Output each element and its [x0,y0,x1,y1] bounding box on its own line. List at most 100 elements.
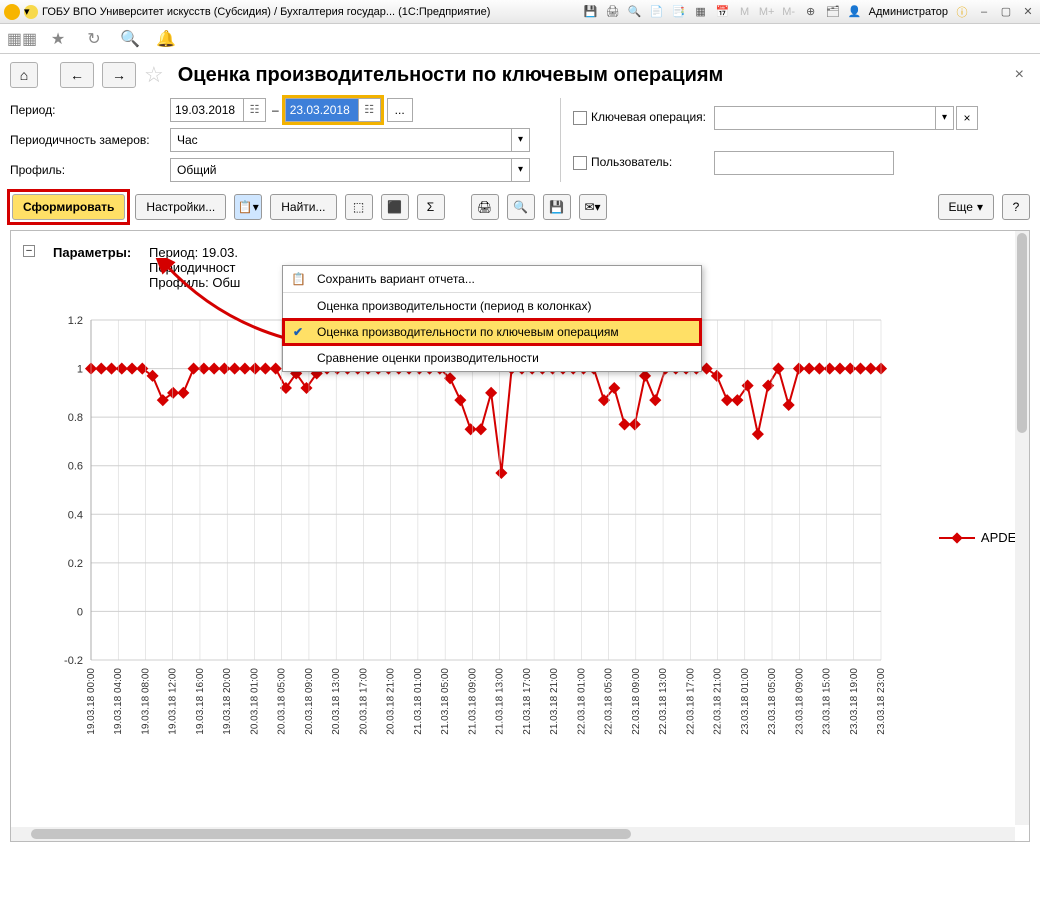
date-to-input[interactable]: ☷ [285,98,381,122]
forward-button[interactable]: → [102,62,136,88]
expand-groups-button[interactable]: ⬚ [345,194,373,220]
m-icon[interactable]: M [737,4,753,20]
svg-text:20.03.18 01:00: 20.03.18 01:00 [249,668,260,735]
bell-icon[interactable]: 🔔 [156,29,176,49]
dropdown-icon[interactable]: ▾ [24,5,38,19]
apps-icon[interactable]: ▦▦ [12,29,32,49]
svg-text:22.03.18 17:00: 22.03.18 17:00 [685,668,696,735]
svg-text:20.03.18 05:00: 20.03.18 05:00 [277,668,288,735]
mminus-icon[interactable]: M- [781,4,797,20]
help-button[interactable]: ? [1002,194,1030,220]
svg-text:23.03.18 15:00: 23.03.18 15:00 [822,668,833,735]
minimize-icon[interactable]: – [976,4,992,20]
svg-text:21.03.18 21:00: 21.03.18 21:00 [549,668,560,735]
doc-icon[interactable]: 📄 [649,4,665,20]
svg-text:20.03.18 09:00: 20.03.18 09:00 [304,668,315,735]
svg-text:20.03.18 13:00: 20.03.18 13:00 [331,668,342,735]
user-input[interactable] [714,151,894,175]
sum-button[interactable]: Σ [417,194,445,220]
maximize-icon[interactable]: ▢ [998,4,1014,20]
chart-legend: APDEX [939,530,1025,545]
svg-text:0.4: 0.4 [68,509,83,521]
save-icon[interactable]: 💾 [583,4,599,20]
svg-text:23.03.18 19:00: 23.03.18 19:00 [849,668,860,735]
svg-text:19.03.18 16:00: 19.03.18 16:00 [195,668,206,735]
user-icon: 👤 [847,4,863,20]
tab-close-button[interactable]: × [1009,66,1030,84]
history-icon[interactable]: ↻ [84,29,104,49]
svg-text:21.03.18 13:00: 21.03.18 13:00 [495,668,506,735]
scrollbar-horizontal[interactable] [11,827,1015,841]
svg-text:22.03.18 13:00: 22.03.18 13:00 [658,668,669,735]
info-icon[interactable]: ⓘ [954,4,970,20]
dd-save-variant[interactable]: 📋Сохранить вариант отчета... [283,266,701,292]
calendar-icon[interactable]: 📅 [715,4,731,20]
svg-text:20.03.18 17:00: 20.03.18 17:00 [358,668,369,735]
dd-item-compare[interactable]: Сравнение оценки производительности [283,345,701,371]
svg-text:22.03.18 21:00: 22.03.18 21:00 [713,668,724,735]
generate-button[interactable]: Сформировать [12,194,125,220]
apdex-chart: -0.200.20.40.60.811.219.03.18 00:0019.03… [51,310,931,810]
app-title: ГОБУ ВПО Университет искусств (Субсидия)… [42,6,490,18]
period-picker-button[interactable]: ... [387,98,413,122]
svg-text:21.03.18 09:00: 21.03.18 09:00 [467,668,478,735]
svg-text:19.03.18 12:00: 19.03.18 12:00 [168,668,179,735]
key-op-select[interactable]: ▾ [714,106,954,130]
annotation-arrow [155,258,295,348]
svg-text:22.03.18 01:00: 22.03.18 01:00 [576,668,587,735]
key-op-clear-button[interactable]: × [956,106,978,130]
svg-text:23.03.18 05:00: 23.03.18 05:00 [767,668,778,735]
find-button[interactable]: Найти... [270,194,336,220]
more-button[interactable]: Еще ▾ [938,194,994,220]
profile-select[interactable]: Общий▾ [170,158,530,182]
favorite-icon[interactable]: ★ [48,29,68,49]
mplus-icon[interactable]: M+ [759,4,775,20]
key-op-label: Ключевая операция: [573,110,706,125]
svg-text:0: 0 [77,606,83,618]
svg-text:19.03.18 00:00: 19.03.18 00:00 [86,668,97,735]
back-button[interactable]: ← [60,62,94,88]
svg-text:23.03.18 09:00: 23.03.18 09:00 [794,668,805,735]
zoom-in-icon[interactable]: ⊕ [803,4,819,20]
svg-text:1: 1 [77,364,83,376]
preview-icon[interactable]: 🔍 [627,4,643,20]
period-label: Период: [10,103,170,117]
dd-item-period-cols[interactable]: Оценка производительности (период в коло… [283,293,701,319]
user-checkbox[interactable] [573,156,587,170]
key-op-checkbox[interactable] [573,111,587,125]
svg-text:19.03.18 08:00: 19.03.18 08:00 [140,668,151,735]
mail-button[interactable]: ✉▾ [579,194,607,220]
variants-dropdown-button[interactable]: 📋▾ [234,194,262,220]
save-button[interactable]: 💾 [543,194,571,220]
svg-text:1.2: 1.2 [68,315,83,327]
dd-item-key-ops[interactable]: ✔Оценка производительности по ключевым о… [283,319,701,345]
collapse-groups-button[interactable]: ⬛ [381,194,409,220]
date-from-input[interactable]: ☷ [170,98,266,122]
home-button[interactable]: ⌂ [10,62,38,88]
search-icon[interactable]: 🔍 [120,29,140,49]
page-title: Оценка производительности по ключевым оп… [178,64,724,87]
window-titlebar: ▾ ГОБУ ВПО Университет искусств (Субсиди… [0,0,1040,24]
tools-icon[interactable]: 🗂 [825,4,841,20]
settings-button[interactable]: Настройки... [135,194,226,220]
favorite-star-icon[interactable]: ☆ [144,62,164,88]
doc2-icon[interactable]: 📑 [671,4,687,20]
print-icon[interactable]: 🖨 [605,4,621,20]
user-label: Администратор [869,6,948,18]
close-icon[interactable]: ✕ [1020,4,1036,20]
calc-icon[interactable]: ▦ [693,4,709,20]
frequency-select[interactable]: Час▾ [170,128,530,152]
svg-text:-0.2: -0.2 [64,655,83,667]
svg-text:19.03.18 04:00: 19.03.18 04:00 [113,668,124,735]
scrollbar-vertical[interactable] [1015,231,1029,825]
print-button[interactable]: 🖨 [471,194,499,220]
svg-text:22.03.18 05:00: 22.03.18 05:00 [604,668,615,735]
svg-text:21.03.18 17:00: 21.03.18 17:00 [522,668,533,735]
tree-toggle[interactable]: – [23,245,35,257]
app-icon-1c [4,4,20,20]
preview-button[interactable]: 🔍 [507,194,535,220]
svg-text:21.03.18 01:00: 21.03.18 01:00 [413,668,424,735]
svg-text:22.03.18 09:00: 22.03.18 09:00 [631,668,642,735]
calendar-from-icon[interactable]: ☷ [243,99,265,121]
calendar-to-icon[interactable]: ☷ [358,99,380,121]
